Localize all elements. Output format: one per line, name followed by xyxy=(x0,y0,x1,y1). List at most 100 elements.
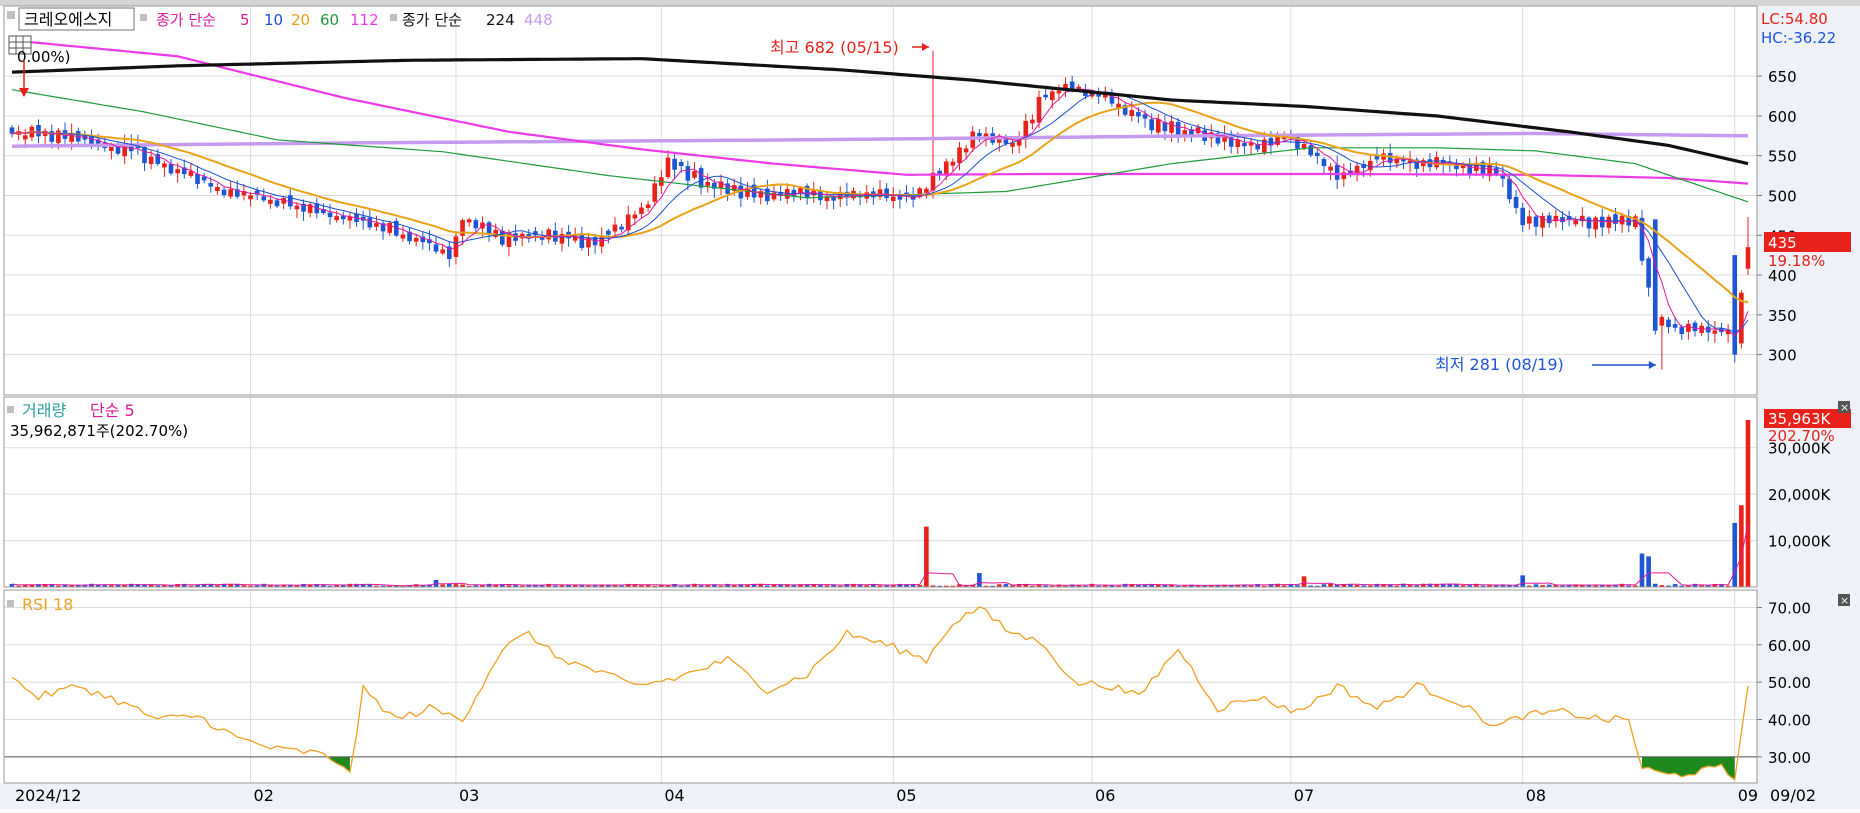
candle-body xyxy=(248,195,253,200)
volume-bar xyxy=(95,584,101,587)
volume-bar xyxy=(745,584,750,587)
volume-bar xyxy=(606,584,611,587)
candle-body xyxy=(321,209,326,214)
volume-bar xyxy=(208,583,214,587)
candle-body xyxy=(612,224,618,232)
candle xyxy=(963,144,969,159)
rsi-tick-label: 70.00 xyxy=(1768,599,1811,617)
candle-body xyxy=(201,176,207,181)
candle xyxy=(162,160,167,177)
volume-bar xyxy=(506,585,512,587)
ma10-legend: 10 xyxy=(264,11,283,29)
volume-bar xyxy=(493,584,499,587)
candle-body xyxy=(294,205,300,210)
volume-bar xyxy=(871,584,876,587)
candle-body xyxy=(241,191,247,196)
candle-body xyxy=(1030,119,1035,124)
volume-bar xyxy=(181,583,187,587)
volume-bar xyxy=(1480,585,1486,587)
rsi-tick-label: 30.00 xyxy=(1768,749,1811,767)
ma10-line xyxy=(11,91,1749,333)
high-arrow-head xyxy=(922,43,930,51)
low-annotation: 최저 281 (08/19) xyxy=(1435,355,1564,374)
candle-body xyxy=(1136,111,1141,117)
volume-bar xyxy=(1593,585,1598,587)
candle-body xyxy=(1699,325,1704,333)
current-change: 19.18% xyxy=(1768,252,1825,270)
candle-body xyxy=(440,249,445,254)
candle xyxy=(579,226,585,251)
candle-body xyxy=(380,223,386,232)
volume-bar xyxy=(1745,420,1751,587)
ma20-line xyxy=(11,101,1749,304)
volume-bar xyxy=(751,584,757,587)
candle-body xyxy=(254,190,260,195)
high-annotation: 최고 682 (05/15) xyxy=(770,38,899,57)
candle-body xyxy=(804,185,810,198)
volume-bar xyxy=(241,585,247,587)
candle-body xyxy=(228,189,233,197)
volume-bar xyxy=(1633,585,1638,587)
volume-bar xyxy=(731,585,737,587)
volume-bar xyxy=(1162,584,1168,587)
ma112-line xyxy=(11,39,1749,185)
candle-body xyxy=(533,231,538,236)
volume-bar xyxy=(1136,584,1141,587)
volume-bar xyxy=(1546,584,1552,587)
volume-bar xyxy=(1063,585,1068,587)
volume-bar xyxy=(1679,585,1685,587)
candle xyxy=(195,165,200,189)
current-price-badge xyxy=(1764,232,1851,252)
candle xyxy=(1182,123,1188,142)
x-tick-label: 09 xyxy=(1738,786,1758,805)
volume-panel[interactable] xyxy=(3,396,1758,588)
candle xyxy=(1010,138,1015,154)
candle-body xyxy=(1633,216,1638,228)
candle-body xyxy=(619,226,624,230)
volume-close-icon[interactable] xyxy=(1838,401,1850,413)
candle-body xyxy=(208,183,214,187)
volume-bar xyxy=(109,585,114,587)
candle-body xyxy=(625,214,631,231)
candle-body xyxy=(486,222,492,234)
candle-body xyxy=(407,231,412,242)
candle xyxy=(1639,209,1645,266)
candle-body xyxy=(1613,214,1618,224)
candle-body xyxy=(1553,215,1559,222)
rsi-panel[interactable] xyxy=(3,589,1758,784)
rsi-close-icon[interactable] xyxy=(1838,594,1850,606)
candle-body xyxy=(758,191,764,198)
volume-bar xyxy=(1407,585,1413,587)
candle xyxy=(175,162,180,183)
candle-body xyxy=(1745,247,1751,269)
volume-bar xyxy=(1732,522,1738,587)
volume-bar xyxy=(1142,584,1148,587)
candle-body xyxy=(1261,139,1267,153)
candle-body xyxy=(705,182,711,186)
candle-body xyxy=(778,192,783,197)
price-panel[interactable] xyxy=(3,5,1758,396)
volume-bar xyxy=(990,585,995,587)
candle xyxy=(1016,131,1022,154)
candle-body xyxy=(215,187,220,191)
candle-body xyxy=(82,135,88,140)
volume-bar xyxy=(513,585,518,587)
candle xyxy=(1507,175,1512,204)
volume-bar xyxy=(811,584,817,587)
candle-body xyxy=(142,146,147,164)
candle-body xyxy=(122,144,127,157)
volume-bar xyxy=(1493,585,1499,587)
ma5-line xyxy=(11,88,1749,337)
volume-bar xyxy=(420,585,426,587)
candle xyxy=(897,189,903,209)
volume-bar xyxy=(1725,585,1731,587)
candle xyxy=(1308,139,1313,158)
candle-body xyxy=(1116,103,1121,108)
stock-name-box[interactable] xyxy=(18,7,135,31)
price-tick-label: 500 xyxy=(1768,187,1797,205)
volume-bar xyxy=(1712,583,1718,587)
candle-body xyxy=(1109,96,1115,104)
candle-body xyxy=(340,215,346,220)
legend-toggle-icon[interactable] xyxy=(7,11,15,19)
table-icon[interactable] xyxy=(8,35,32,55)
